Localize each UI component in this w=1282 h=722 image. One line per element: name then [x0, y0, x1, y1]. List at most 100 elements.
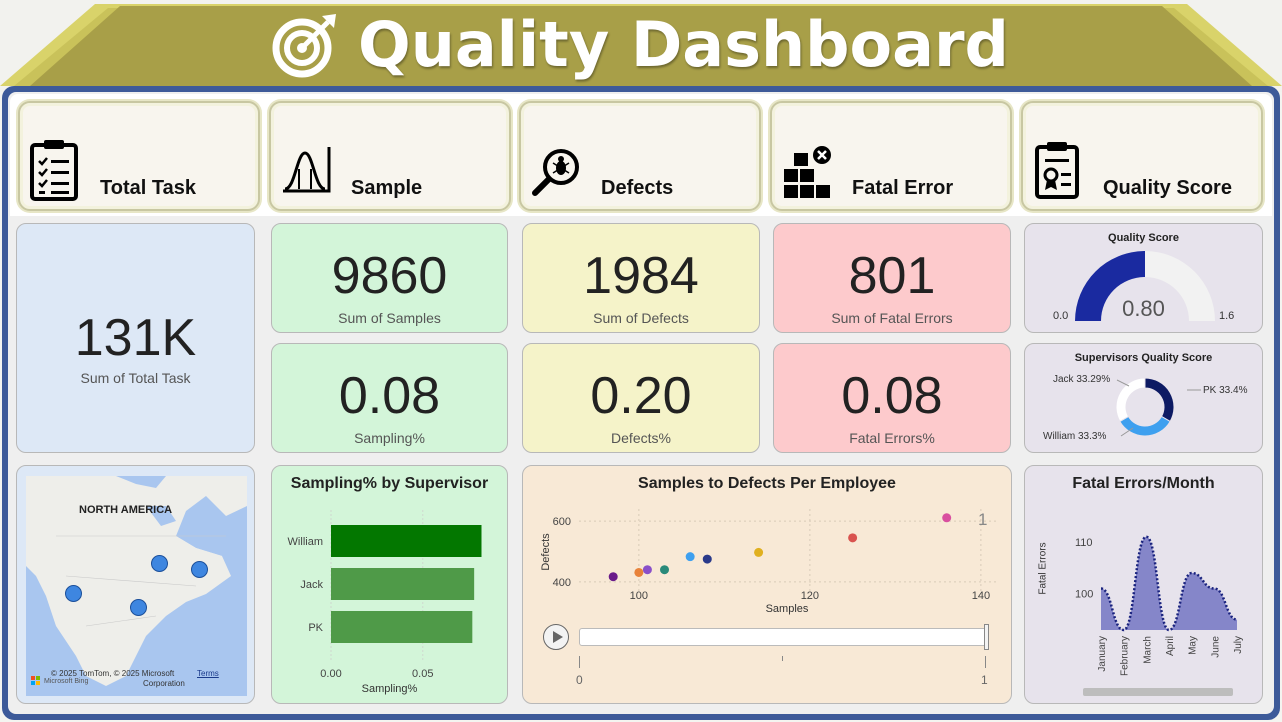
total-task-label: Sum of Total Task [80, 370, 191, 386]
sampling-pct-card[interactable]: 0.08 Sampling% [271, 343, 508, 453]
samples-defects-card[interactable]: Samples to Defects Per Employee 400 600 10… [522, 465, 1012, 704]
donut-slice-william[interactable] [1115, 377, 1146, 423]
fatal-errors-month-card[interactable]: Fatal Errors/Month 100 110 January February… [1024, 465, 1263, 704]
category-label: Total Task [100, 177, 196, 199]
supervisors-quality-card[interactable]: Supervisors Quality Score Jack 33.29% PK… [1024, 343, 1263, 453]
fatal-errors-label: Sum of Fatal Errors [831, 310, 953, 326]
scatter-title: Samples to Defects Per Employee [638, 475, 896, 492]
scatter-x-tick-label: 140 [972, 590, 990, 602]
bar-pk[interactable] [331, 611, 473, 643]
supervisors-donut [1115, 377, 1201, 437]
area-y-tick-label: 110 [1075, 537, 1093, 549]
map-marker[interactable] [191, 561, 208, 578]
donut-slice-jack[interactable] [1144, 377, 1175, 423]
defects-label: Sum of Defects [593, 310, 689, 326]
category-card-total-task: Total Task [18, 101, 260, 211]
samples-defects-scatter: 400 600 100 120 140 [553, 509, 998, 602]
gauge-value: 0.80 [1122, 296, 1165, 321]
play-button[interactable] [543, 624, 569, 650]
donut-label-jack: Jack 33.29% [1053, 374, 1111, 385]
fatal-errors-card[interactable]: 801 Sum of Fatal Errors [773, 223, 1011, 333]
bar-chart-title: Sampling% by Supervisor [290, 475, 489, 492]
samples-label: Sum of Samples [338, 310, 441, 326]
area-line[interactable] [1100, 535, 1238, 632]
map-card[interactable]: NORTH AMERICA Microsoft Bing © 2025 TomT… [16, 465, 255, 704]
total-task-card[interactable]: 131K Sum of Total Task [16, 223, 255, 453]
map-marker[interactable] [130, 599, 147, 616]
gauge-min: 0.0 [1053, 310, 1069, 322]
scatter-y-axis-label: Defects [540, 533, 552, 571]
page-title: Quality Dashboard [358, 8, 1009, 81]
bar-x-tick-label: 0.05 [412, 668, 433, 680]
donut-title: Supervisors Quality Score [1074, 352, 1213, 364]
bar-category-label: PK [308, 622, 323, 634]
bar-william[interactable] [331, 525, 482, 557]
map-brand: Microsoft Bing [44, 678, 89, 685]
scatter-point[interactable] [848, 533, 858, 543]
clipboard-checklist-icon [30, 140, 78, 201]
scatter-point[interactable] [685, 552, 695, 562]
play-icon [553, 631, 563, 643]
samples-value: 9860 [331, 247, 448, 305]
map-terms-link[interactable]: Terms [197, 669, 219, 678]
fatal-errors-value: 801 [848, 247, 936, 305]
map-copyright-line2: Corporation [143, 679, 185, 688]
category-card-fatal-error: Fatal Error [770, 101, 1012, 211]
area-x-tick-label: April [1165, 636, 1176, 656]
area-chart-title: Fatal Errors/Month [1072, 475, 1215, 492]
category-label: Quality Score [1103, 177, 1232, 199]
scatter-point[interactable] [642, 565, 652, 575]
scatter-point[interactable] [634, 567, 644, 577]
clipboard-badge-icon [1035, 142, 1079, 199]
gauge-fill [1075, 251, 1145, 321]
quality-score-gauge [1075, 251, 1215, 321]
category-card-sample: Sample [269, 101, 511, 211]
area-y-tick-label: 100 [1075, 589, 1093, 601]
total-task-value: 131K [74, 309, 197, 367]
area-x-tick-label: June [1210, 636, 1221, 658]
map-region-label: NORTH AMERICA [79, 504, 173, 516]
play-axis-end: 1 [981, 673, 988, 687]
bar-category-label: Jack [300, 579, 323, 591]
fatal-pct-value: 0.08 [841, 367, 943, 425]
bing-logo-icon [31, 676, 41, 686]
bell-curve-icon [283, 147, 331, 193]
defects-pct-label: Defects% [611, 430, 671, 446]
bug-magnifier-icon [532, 149, 579, 196]
defects-pct-card[interactable]: 0.20 Defects% [522, 343, 760, 453]
fatal-pct-label: Fatal Errors% [849, 430, 935, 446]
map-marker[interactable] [151, 555, 168, 572]
play-axis-start: 0 [576, 673, 583, 687]
bar-x-tick-label: 0.00 [320, 668, 341, 680]
play-frame-label: 1 [978, 510, 988, 529]
defects-pct-value: 0.20 [590, 367, 692, 425]
north-america-map[interactable] [26, 476, 247, 696]
bar-x-axis-label: Sampling% [361, 683, 418, 695]
bar-category-label: William [288, 536, 323, 548]
gauge-max: 1.6 [1219, 310, 1235, 322]
quality-score-gauge-card[interactable]: Quality Score 0.80 0.0 1.6 [1024, 223, 1263, 333]
bar-jack[interactable] [331, 568, 475, 600]
scatter-x-tick-label: 100 [630, 590, 648, 602]
scatter-point[interactable] [608, 572, 618, 582]
defects-card[interactable]: 1984 Sum of Defects [522, 223, 760, 333]
sampling-by-supervisor-card[interactable]: Sampling% by Supervisor 0.00 0.05 William J… [271, 465, 508, 704]
scatter-point[interactable] [754, 547, 764, 557]
area-x-tick-label: July [1233, 636, 1244, 654]
area-scrollbar[interactable] [1083, 688, 1233, 696]
map-marker[interactable] [65, 585, 82, 602]
play-axis-handle[interactable] [984, 624, 989, 650]
donut-slice-pk[interactable] [1119, 415, 1171, 437]
scatter-point[interactable] [942, 513, 952, 523]
category-card-defects: Defects [519, 101, 761, 211]
map-copyright: © 2025 TomTom, © 2025 Microsoft [51, 669, 175, 678]
fatal-errors-area-chart: 100 110 January February March April May June Ju… [1075, 535, 1244, 676]
scatter-point[interactable] [702, 554, 712, 564]
samples-card[interactable]: 9860 Sum of Samples [271, 223, 508, 333]
scatter-point[interactable] [660, 565, 670, 575]
fatal-pct-card[interactable]: 0.08 Fatal Errors% [773, 343, 1011, 453]
play-axis-slider[interactable] [579, 628, 987, 646]
category-label: Defects [601, 177, 674, 199]
target-icon [272, 14, 336, 78]
donut-label-william: William 33.3% [1043, 431, 1107, 442]
